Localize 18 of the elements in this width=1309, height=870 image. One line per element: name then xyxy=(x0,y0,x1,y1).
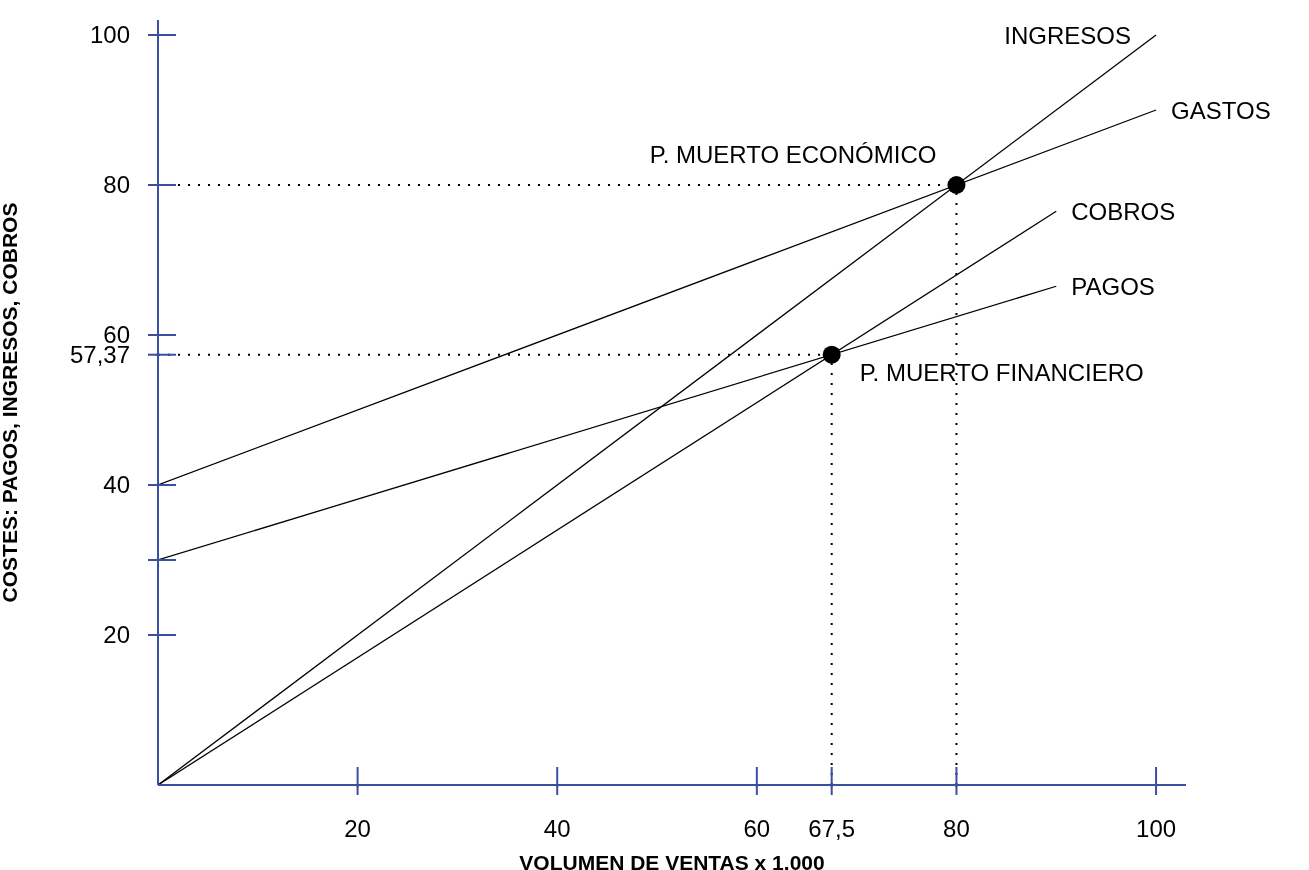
x-tick-label: 67,5 xyxy=(808,815,856,842)
x-tick-label: 40 xyxy=(543,815,571,842)
annotation: P. MUERTO FINANCIERO xyxy=(859,358,1144,386)
x-axis-title: VOLUMEN DE VENTAS x 1.000 xyxy=(519,851,825,870)
y-axis-title: COSTES: PAGOS, INGRESOS, COBROS xyxy=(0,202,22,603)
series-label: INGRESOS xyxy=(1004,22,1132,49)
y-tick-label: 80 xyxy=(103,171,130,198)
y-tick-label: 100 xyxy=(89,21,130,48)
y-tick-label: 40 xyxy=(103,471,130,498)
series-label: GASTOS xyxy=(1171,97,1271,124)
annotation: P. MUERTO ECONÓMICO xyxy=(649,141,937,168)
series-label: COBROS xyxy=(1071,198,1176,226)
y-tick-label: 20 xyxy=(103,621,130,648)
series-label: PAGOS xyxy=(1071,273,1155,301)
x-tick-label: 60 xyxy=(743,815,771,842)
x-tick-label: 80 xyxy=(943,815,970,842)
x-tick-label: 20 xyxy=(344,815,371,842)
x-tick-label: 100 xyxy=(1136,815,1177,842)
